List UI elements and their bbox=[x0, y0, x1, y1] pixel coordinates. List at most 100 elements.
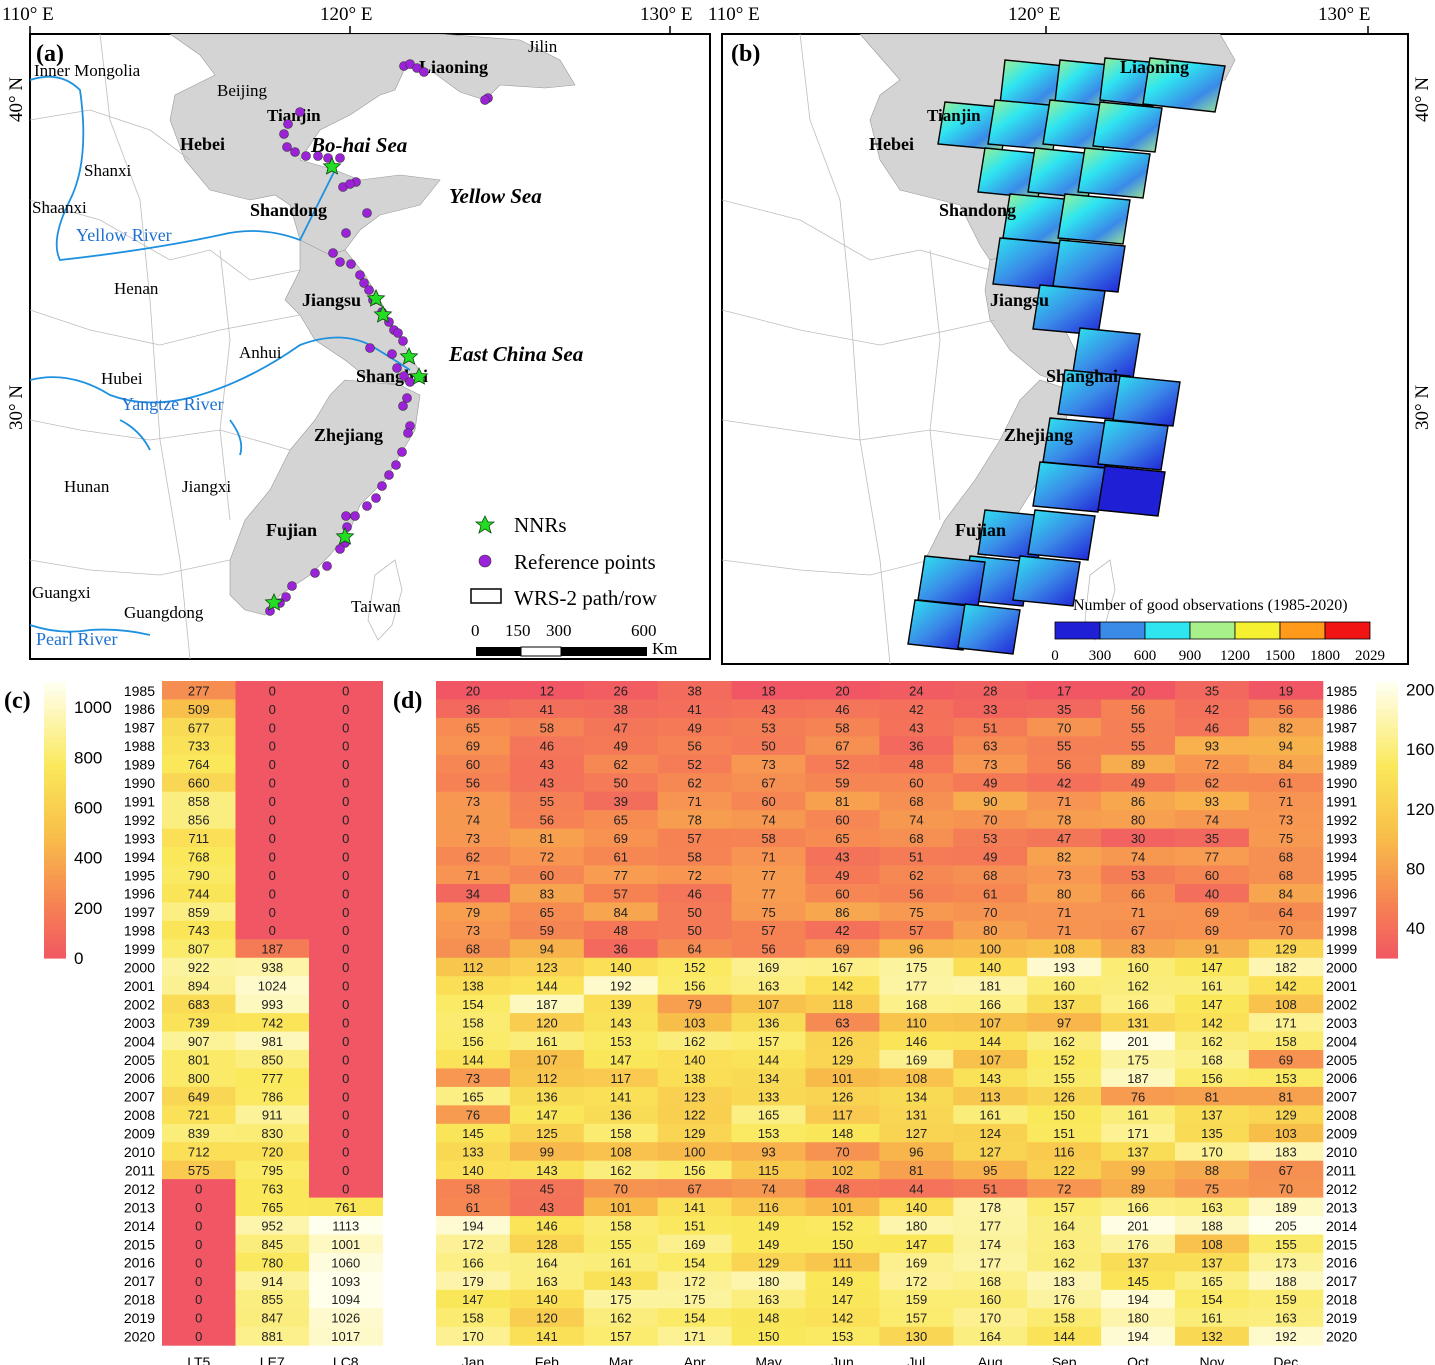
colorbar-swatch bbox=[44, 695, 66, 701]
heatmap-cell-label: 61 bbox=[983, 886, 997, 901]
heatmap-cell bbox=[309, 1197, 383, 1217]
colorbar-swatch bbox=[44, 953, 66, 959]
year-label: 2008 bbox=[1326, 1107, 1357, 1123]
heatmap-cell-label: 80 bbox=[983, 923, 997, 938]
heatmap-cell bbox=[1027, 1031, 1102, 1051]
nnr-points bbox=[264, 157, 429, 611]
heatmap-cell-label: 153 bbox=[610, 1034, 632, 1049]
heatmap-cell bbox=[162, 976, 236, 996]
heatmap-cell bbox=[953, 810, 1028, 830]
heatmap-cell bbox=[309, 847, 383, 866]
heatmap-cell-label: 509 bbox=[188, 702, 210, 717]
heatmap-cell-label: 166 bbox=[462, 1255, 484, 1270]
heatmap-cell-label: 0 bbox=[342, 776, 349, 791]
heatmap-cell bbox=[1027, 957, 1102, 977]
heatmap-cell-label: 120 bbox=[536, 1311, 558, 1326]
colorbar-swatch bbox=[1376, 801, 1398, 807]
column-label: LE7 bbox=[260, 1354, 285, 1365]
heatmap-cell-label: 152 bbox=[832, 1218, 854, 1233]
heatmap-cell bbox=[953, 1086, 1028, 1106]
heatmap-cell-label: 83 bbox=[1131, 942, 1145, 957]
nnr-star bbox=[399, 347, 419, 365]
heatmap-cell bbox=[953, 939, 1028, 959]
heatmap-cell bbox=[235, 902, 310, 922]
heatmap-cell bbox=[309, 1271, 383, 1291]
heatmap-cell bbox=[1175, 1142, 1250, 1162]
heatmap-cell bbox=[1248, 902, 1324, 922]
colorbar-swatch bbox=[1376, 912, 1398, 918]
colorbar-swatch bbox=[1376, 737, 1398, 743]
heatmap-cell-label: 141 bbox=[610, 1089, 632, 1104]
heatmap-cell bbox=[1027, 1123, 1102, 1143]
heatmap-cell-label: 575 bbox=[188, 1163, 210, 1178]
heatmap-cell-label: 147 bbox=[610, 1052, 632, 1067]
heatmap-cell-label: 0 bbox=[195, 1182, 202, 1197]
heatmap-cell-label: 183 bbox=[1053, 1274, 1075, 1289]
colorbar-tick: 200 bbox=[1406, 680, 1434, 699]
heatmap-cell bbox=[731, 994, 806, 1014]
heatmap-cell bbox=[953, 681, 1028, 700]
heatmap-cell bbox=[1027, 1326, 1102, 1346]
heatmap-cell bbox=[731, 1050, 806, 1069]
reference-point bbox=[397, 447, 407, 457]
colorbar-swatch bbox=[1376, 705, 1398, 711]
heatmap-cell-label: 115 bbox=[758, 1163, 779, 1178]
colorbar-swatch bbox=[44, 843, 66, 849]
colorbar-swatch bbox=[44, 778, 66, 784]
heatmap-cell-label: 683 bbox=[188, 997, 210, 1012]
colorbar-swatch bbox=[44, 824, 66, 830]
heatmap-cell-label: 81 bbox=[1205, 1089, 1219, 1104]
heatmap-cell-label: 71 bbox=[1131, 905, 1145, 920]
heatmap-cell bbox=[805, 1326, 880, 1346]
heatmap-cell bbox=[436, 810, 511, 830]
heatmap-cell bbox=[1175, 1289, 1250, 1309]
heatmap-cell-label: 73 bbox=[466, 923, 480, 938]
heatmap-cell bbox=[1175, 1252, 1250, 1272]
heatmap-cell-label: 72 bbox=[540, 849, 554, 864]
heatmap-cell-label: 156 bbox=[462, 1034, 484, 1049]
heatmap-cell bbox=[1027, 1252, 1102, 1272]
heatmap-cell bbox=[1027, 717, 1102, 737]
column-label: Sep bbox=[1052, 1354, 1077, 1365]
heatmap-cell-label: 38 bbox=[614, 702, 628, 717]
heatmap-cell-label: 61 bbox=[614, 849, 628, 864]
heatmap-cell-label: 137 bbox=[1053, 997, 1075, 1012]
heatmap-cell-label: 137 bbox=[1201, 1255, 1223, 1270]
heatmap-cell-label: 58 bbox=[466, 1182, 480, 1197]
heatmap-cell bbox=[953, 828, 1028, 848]
heatmap-cell-label: 117 bbox=[610, 1071, 631, 1086]
heatmap-cell bbox=[657, 994, 733, 1014]
heatmap-cell-label: 847 bbox=[261, 1311, 283, 1326]
heatmap-cell bbox=[162, 1031, 236, 1051]
heatmap-cell-label: 47 bbox=[1057, 831, 1071, 846]
heatmap-cell-label: 160 bbox=[1053, 979, 1075, 994]
heatmap-cell-label: 48 bbox=[835, 1182, 849, 1197]
heatmap-cell bbox=[235, 1013, 310, 1033]
heatmap-cell bbox=[731, 847, 806, 866]
heatmap-cell-label: 180 bbox=[1127, 1311, 1149, 1326]
heatmap-cell bbox=[1175, 1326, 1250, 1346]
heatmap-cell-label: 780 bbox=[261, 1255, 283, 1270]
heatmap-cell bbox=[509, 1179, 585, 1199]
heatmap-cell-label: 84 bbox=[614, 905, 628, 920]
reference-point bbox=[341, 228, 351, 238]
heatmap-cell bbox=[953, 1142, 1028, 1162]
heatmap-cell bbox=[731, 939, 806, 959]
heatmap-cell bbox=[879, 681, 954, 700]
heatmap-cell bbox=[162, 1179, 236, 1199]
colorbar-swatch bbox=[44, 801, 66, 807]
nnr-star bbox=[366, 289, 386, 307]
heatmap-cell-label: 0 bbox=[342, 1071, 349, 1086]
colorbar-tick: 800 bbox=[74, 748, 102, 767]
colorbar-swatch bbox=[1376, 769, 1398, 775]
heatmap-cell-label: 64 bbox=[687, 942, 701, 957]
heatmap-cell bbox=[1175, 994, 1250, 1014]
heatmap-cell bbox=[657, 1271, 733, 1291]
heatmap-cell-label: 68 bbox=[1279, 868, 1293, 883]
heatmap-cell-label: 839 bbox=[188, 1126, 210, 1141]
year-label: 1992 bbox=[1326, 812, 1357, 828]
year-label: 2007 bbox=[1326, 1089, 1357, 1105]
colorbar-tick: 160 bbox=[1406, 740, 1434, 759]
heatmap-cell bbox=[805, 791, 880, 811]
heatmap-cell bbox=[731, 1308, 806, 1328]
